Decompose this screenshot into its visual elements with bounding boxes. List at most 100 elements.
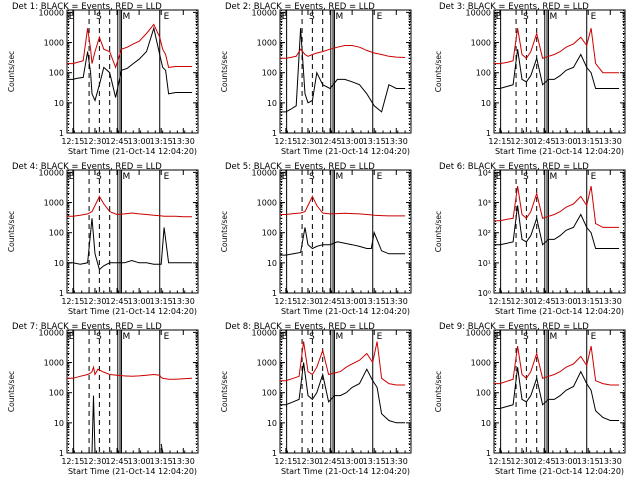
x-tick-label: 12:45 [533,457,556,466]
y-tick-label: 100 [49,389,64,398]
series-line-lld [67,365,193,380]
y-tick-label: 10 [54,259,64,268]
x-tick-label: 13:00 [341,297,364,306]
y-tick-label: 10 [481,99,491,108]
y-tick-label: 10000 [252,328,277,337]
panel-title: Det 2: BLACK = Events, RED = LLD [225,2,375,12]
x-tick-label: 13:30 [385,457,408,466]
event-marker-letter: E [69,172,75,182]
y-tick-label: 1000 [44,199,64,208]
x-axis-label: Start Time (21-Oct-14 12:04:20) [68,467,197,476]
event-marker-letter: E [69,332,75,342]
event-marker-letter: S [523,332,529,342]
event-marker-letter: S [96,172,102,182]
y-tick-label: 100 [476,389,491,398]
y-axis-label: Counts/sec [7,371,16,412]
y-tick-label: 10 [267,419,277,428]
series-line-lld [494,28,620,74]
x-tick-label: 12:45 [533,297,556,306]
series-line-events [91,395,164,454]
event-marker-letter: E [496,172,502,182]
x-tick-label: 12:30 [83,137,106,146]
y-tick-label: 10⁴ [478,168,491,177]
x-axis-label: Start Time (21-Oct-14 12:04:20) [68,147,197,156]
x-tick-label: 13:00 [555,137,578,146]
x-tick-label: 12:30 [83,457,106,466]
plot-frame [493,329,626,454]
y-tick-label: 10² [478,229,491,238]
panel-title: Det 3: BLACK = Events, RED = LLD [439,2,589,12]
y-tick-label: 100 [262,229,277,238]
x-tick-label: 13:15 [363,457,386,466]
x-tick-label: 12:30 [510,457,533,466]
series-line-lld [67,195,193,218]
x-tick-label: 13:00 [555,457,578,466]
event-marker-letter: S [309,172,315,182]
x-tick-label: 12:45 [106,137,129,146]
panel-title: Det 5: BLACK = Events, RED = LLD [225,162,375,172]
event-marker-letter: M [122,12,130,22]
plot-frame [493,169,626,294]
x-tick-label: 13:30 [385,137,408,146]
x-tick-label: 12:30 [510,297,533,306]
y-axis-label: Counts/sec [220,51,229,92]
event-marker-letter: E [377,12,383,22]
x-tick-label: 12:15 [488,137,511,146]
plot-frame [66,329,199,454]
x-tick-label: 12:15 [61,457,84,466]
x-tick-label: 13:15 [577,137,600,146]
event-marker-letter: E [69,12,75,22]
y-tick-label: 1000 [257,359,277,368]
x-tick-label: 13:30 [172,297,195,306]
event-marker-letter: E [591,172,597,182]
event-marker-letter: E [377,172,383,182]
x-axis-label: Start Time (21-Oct-14 12:04:20) [281,467,410,476]
x-axis-label: Start Time (21-Oct-14 12:04:20) [495,147,624,156]
x-tick-label: 13:00 [128,137,151,146]
event-marker-letter: E [496,12,502,22]
series-line-lld [280,195,406,217]
panel-title: Det 7: BLACK = Events, RED = LLD [12,322,162,332]
series-line-events [280,28,406,113]
y-tick-label: 1000 [44,359,64,368]
x-tick-label: 12:15 [274,457,297,466]
series-line-events [494,205,620,249]
series-line-lld [494,185,620,228]
x-tick-label: 13:15 [150,457,173,466]
y-tick-label: 1 [486,449,491,458]
x-axis-label: Start Time (21-Oct-14 12:04:20) [495,307,624,316]
panel-title: Det 1: BLACK = Events, RED = LLD [12,2,162,12]
x-tick-label: 12:15 [488,297,511,306]
x-tick-label: 13:30 [385,297,408,306]
y-axis-label: Counts/sec [434,51,443,92]
y-tick-label: 1 [59,449,64,458]
series-line-events [67,218,193,271]
y-tick-label: 10 [481,419,491,428]
x-axis-label: Start Time (21-Oct-14 12:04:20) [281,147,410,156]
event-marker-letter: E [164,172,170,182]
y-tick-label: 100 [262,389,277,398]
y-tick-label: 10000 [39,8,64,17]
event-marker-letter: E [282,12,288,22]
event-marker-letter: E [164,332,170,342]
series-line-lld [494,345,620,386]
y-tick-label: 100 [476,69,491,78]
x-tick-label: 12:30 [296,297,319,306]
x-tick-label: 13:30 [599,297,622,306]
event-marker-letter: M [549,332,557,342]
event-marker-letter: M [122,172,130,182]
series-line-lld [67,23,193,69]
event-marker-letter: S [523,172,529,182]
y-axis-label: Counts/sec [434,371,443,412]
x-tick-label: 13:30 [599,457,622,466]
y-tick-label: 100 [262,69,277,78]
y-tick-label: 1 [272,129,277,138]
x-tick-label: 13:15 [150,297,173,306]
event-marker-letter: M [122,332,130,342]
y-tick-label: 10000 [252,8,277,17]
series-line-lld [280,341,406,386]
